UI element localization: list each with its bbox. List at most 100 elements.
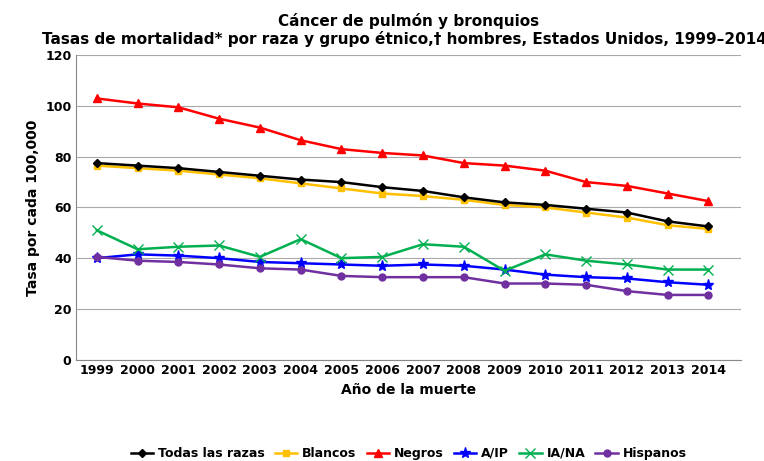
Hispanos	[419, 274, 428, 280]
Todas las razas	[581, 206, 591, 212]
Negros	[581, 179, 591, 185]
Todas las razas	[541, 202, 550, 207]
Todas las razas	[133, 163, 142, 168]
Hispanos	[92, 254, 102, 260]
Todas las razas	[419, 188, 428, 194]
Hispanos	[337, 273, 346, 278]
Blancos	[337, 186, 346, 191]
IA/NA	[296, 236, 306, 242]
IA/NA	[419, 242, 428, 247]
Hispanos	[255, 266, 264, 271]
Blancos	[704, 226, 713, 232]
Hispanos	[459, 274, 468, 280]
Hispanos	[500, 281, 509, 286]
IA/NA	[92, 228, 102, 233]
Negros	[459, 160, 468, 166]
IA/NA	[541, 252, 550, 257]
A/IP	[623, 276, 632, 281]
Todas las razas	[296, 177, 306, 182]
Negros	[215, 116, 224, 122]
A/IP	[459, 263, 468, 268]
Todas las razas	[500, 200, 509, 205]
A/IP	[173, 253, 183, 258]
A/IP	[255, 259, 264, 265]
IA/NA	[377, 254, 387, 260]
Negros	[255, 125, 264, 130]
Negros	[377, 150, 387, 156]
IA/NA	[704, 267, 713, 272]
Todas las razas	[704, 224, 713, 229]
IA/NA	[215, 242, 224, 248]
Hispanos	[704, 292, 713, 298]
Blancos	[173, 168, 183, 173]
IA/NA	[459, 244, 468, 249]
Hispanos	[173, 259, 183, 265]
IA/NA	[623, 262, 632, 267]
Hispanos	[377, 274, 387, 280]
Negros	[419, 153, 428, 158]
Line: Hispanos: Hispanos	[93, 254, 712, 298]
Negros	[500, 163, 509, 168]
Hispanos	[541, 281, 550, 286]
Negros	[337, 147, 346, 152]
Line: A/IP: A/IP	[91, 249, 714, 290]
Legend: Todas las razas, Blancos, Negros, A/IP, IA/NA, Hispanos: Todas las razas, Blancos, Negros, A/IP, …	[125, 442, 692, 461]
A/IP	[337, 262, 346, 267]
Hispanos	[215, 262, 224, 267]
Blancos	[296, 181, 306, 186]
Negros	[133, 101, 142, 106]
Hispanos	[623, 289, 632, 294]
Negros	[173, 105, 183, 110]
Negros	[541, 168, 550, 173]
A/IP	[215, 255, 224, 261]
Todas las razas	[377, 184, 387, 190]
Todas las razas	[623, 210, 632, 215]
Hispanos	[296, 267, 306, 272]
Blancos	[419, 193, 428, 199]
Todas las razas	[92, 160, 102, 166]
Hispanos	[581, 282, 591, 288]
Blancos	[541, 205, 550, 210]
Blancos	[623, 215, 632, 220]
IA/NA	[337, 255, 346, 261]
IA/NA	[173, 244, 183, 249]
Todas las razas	[663, 219, 672, 224]
A/IP	[296, 260, 306, 266]
A/IP	[581, 274, 591, 280]
Title: Cáncer de pulmón y bronquios
Tasas de mortalidad* por raza y grupo étnico,† homb: Cáncer de pulmón y bronquios Tasas de mo…	[43, 12, 764, 47]
Hispanos	[133, 258, 142, 264]
Blancos	[133, 165, 142, 171]
A/IP	[92, 255, 102, 261]
Line: Negros: Negros	[92, 94, 713, 205]
Todas las razas	[255, 173, 264, 178]
Blancos	[255, 176, 264, 181]
Todas las razas	[459, 195, 468, 200]
Hispanos	[663, 292, 672, 298]
A/IP	[500, 267, 509, 272]
A/IP	[704, 282, 713, 288]
Negros	[663, 191, 672, 196]
Todas las razas	[173, 165, 183, 171]
IA/NA	[133, 247, 142, 252]
IA/NA	[500, 268, 509, 274]
Blancos	[581, 210, 591, 215]
X-axis label: Año de la muerte: Año de la muerte	[342, 383, 476, 397]
Blancos	[459, 197, 468, 203]
Line: Todas las razas: Todas las razas	[94, 160, 711, 229]
A/IP	[133, 252, 142, 257]
Blancos	[663, 223, 672, 228]
Negros	[296, 137, 306, 143]
Negros	[704, 198, 713, 204]
Blancos	[377, 191, 387, 196]
IA/NA	[255, 254, 264, 260]
Line: IA/NA: IA/NA	[92, 225, 714, 276]
IA/NA	[663, 267, 672, 272]
Blancos	[500, 202, 509, 207]
Y-axis label: Tasa por cada 100,000: Tasa por cada 100,000	[26, 119, 40, 296]
Todas las razas	[337, 179, 346, 185]
Blancos	[92, 163, 102, 168]
Blancos	[215, 172, 224, 177]
Todas las razas	[215, 169, 224, 175]
Line: Blancos: Blancos	[93, 162, 712, 232]
A/IP	[663, 279, 672, 285]
